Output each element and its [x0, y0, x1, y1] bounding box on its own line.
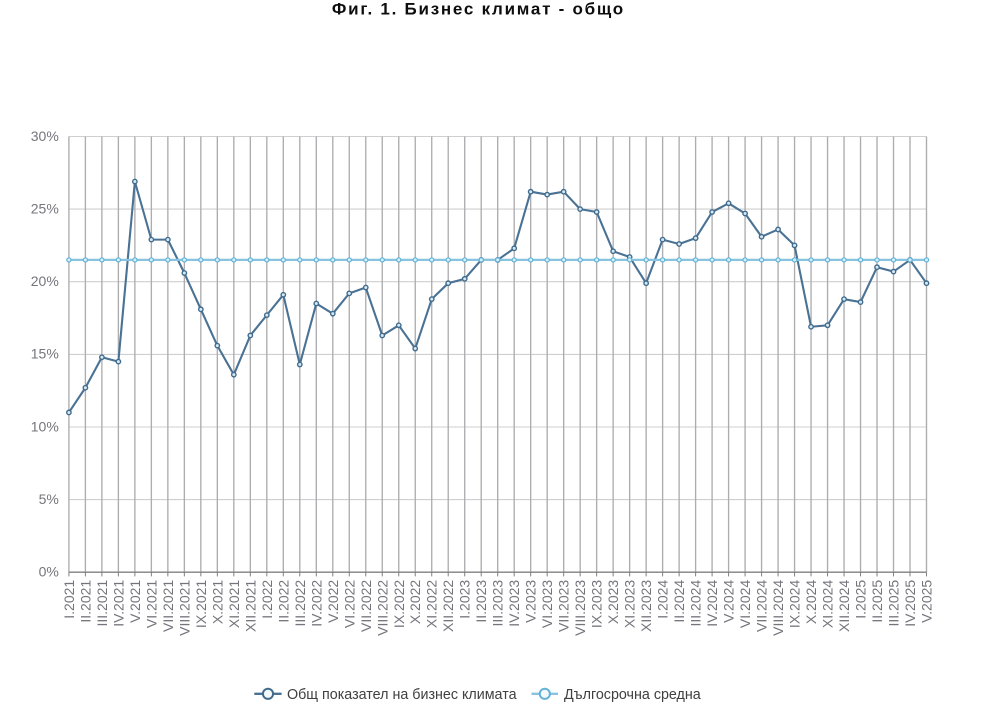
svg-text:VI.2023: VI.2023 [539, 580, 555, 628]
svg-text:X.2023: X.2023 [605, 580, 621, 625]
svg-text:V.2025: V.2025 [919, 580, 935, 623]
svg-text:VIII.2021: VIII.2021 [176, 580, 192, 636]
svg-text:V.2024: V.2024 [721, 580, 737, 623]
svg-text:IV.2024: IV.2024 [704, 580, 720, 627]
svg-text:Дългосрочна средна: Дългосрочна средна [564, 687, 701, 703]
svg-text:X.2021: X.2021 [209, 580, 225, 625]
svg-text:VIII.2023: VIII.2023 [572, 580, 588, 636]
svg-text:III.2022: III.2022 [292, 580, 308, 627]
svg-text:XII.2021: XII.2021 [242, 580, 258, 632]
svg-text:IV.2025: IV.2025 [902, 580, 918, 627]
svg-text:IV.2022: IV.2022 [308, 580, 324, 627]
svg-text:0%: 0% [39, 564, 59, 580]
svg-text:30%: 30% [31, 128, 59, 144]
svg-text:VII.2022: VII.2022 [358, 580, 374, 632]
svg-text:I.2022: I.2022 [259, 580, 275, 619]
svg-text:I.2025: I.2025 [853, 580, 869, 619]
svg-text:I.2023: I.2023 [457, 580, 473, 619]
svg-text:V.2021: V.2021 [127, 580, 143, 623]
svg-text:VI.2022: VI.2022 [341, 580, 357, 628]
svg-text:II.2022: II.2022 [275, 580, 291, 623]
svg-text:X.2024: X.2024 [803, 580, 819, 625]
svg-text:X.2022: X.2022 [407, 580, 423, 625]
svg-text:IX.2024: IX.2024 [787, 580, 803, 628]
svg-text:Общ показател на бизнес климат: Общ показател на бизнес климата [287, 687, 517, 703]
svg-text:VI.2024: VI.2024 [737, 580, 753, 628]
svg-text:VII.2021: VII.2021 [160, 580, 176, 632]
svg-text:III.2025: III.2025 [886, 580, 902, 627]
svg-text:II.2025: II.2025 [869, 580, 885, 623]
svg-text:XII.2022: XII.2022 [440, 580, 456, 632]
svg-text:IV.2023: IV.2023 [506, 580, 522, 627]
svg-text:II.2021: II.2021 [77, 580, 93, 623]
svg-text:IX.2023: IX.2023 [589, 580, 605, 628]
svg-text:V.2022: V.2022 [325, 580, 341, 623]
svg-text:II.2024: II.2024 [671, 580, 687, 623]
svg-text:IV.2021: IV.2021 [110, 580, 126, 627]
svg-text:IX.2022: IX.2022 [391, 580, 407, 628]
svg-text:XI.2021: XI.2021 [226, 580, 242, 628]
svg-text:XI.2023: XI.2023 [622, 580, 638, 628]
svg-text:15%: 15% [31, 346, 59, 362]
svg-text:20%: 20% [31, 273, 59, 289]
svg-text:II.2023: II.2023 [473, 580, 489, 623]
svg-text:XI.2022: XI.2022 [424, 580, 440, 628]
svg-text:III.2023: III.2023 [490, 580, 506, 627]
svg-text:5%: 5% [39, 491, 59, 507]
svg-text:VI.2021: VI.2021 [143, 580, 159, 628]
svg-text:III.2021: III.2021 [94, 580, 110, 627]
svg-text:IX.2021: IX.2021 [193, 580, 209, 628]
svg-text:25%: 25% [31, 200, 59, 216]
svg-text:VII.2024: VII.2024 [754, 580, 770, 632]
svg-text:III.2024: III.2024 [688, 580, 704, 627]
svg-text:XI.2024: XI.2024 [820, 580, 836, 628]
svg-text:I.2021: I.2021 [61, 580, 77, 619]
svg-text:XII.2023: XII.2023 [638, 580, 654, 632]
svg-text:10%: 10% [31, 418, 59, 434]
svg-text:VII.2023: VII.2023 [556, 580, 572, 632]
svg-text:XII.2024: XII.2024 [836, 580, 852, 632]
svg-text:V.2023: V.2023 [523, 580, 539, 623]
svg-text:I.2024: I.2024 [655, 580, 671, 619]
svg-text:VIII.2024: VIII.2024 [770, 580, 786, 636]
svg-text:VIII.2022: VIII.2022 [374, 580, 390, 636]
svg-text:Фиг. 1. Бизнес климат - общо: Фиг. 1. Бизнес климат - общо [332, 0, 625, 19]
